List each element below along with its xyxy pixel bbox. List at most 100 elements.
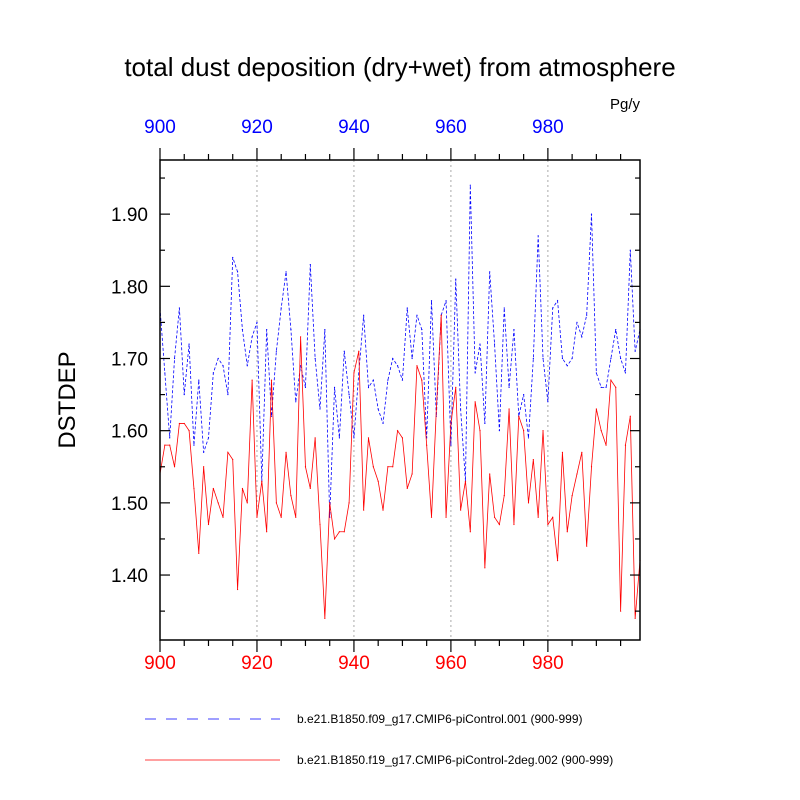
data-point (479, 430, 481, 432)
data-point (353, 437, 355, 439)
data-point (363, 509, 365, 511)
data-point (343, 350, 345, 352)
data-point (188, 343, 190, 345)
data-point (164, 444, 166, 446)
data-point (256, 516, 258, 518)
data-point (358, 350, 360, 352)
data-point (469, 184, 471, 186)
data-point (183, 393, 185, 396)
data-point (440, 314, 442, 316)
y-tick-label: 1.70 (111, 349, 148, 370)
data-point (251, 336, 253, 338)
data-point (338, 437, 340, 439)
data-point (605, 386, 607, 388)
data-point (329, 502, 331, 504)
data-point (207, 523, 210, 526)
series-line-1 (159, 185, 641, 518)
data-point (290, 329, 292, 331)
data-point (300, 365, 302, 367)
data-point (566, 365, 568, 367)
x-tick-label-top: 920 (241, 117, 273, 138)
data-point (203, 466, 205, 468)
chart-title: total dust deposition (dry+wet) from atm… (124, 52, 675, 82)
data-point (532, 458, 534, 461)
data-point (324, 329, 326, 331)
data-point (566, 531, 568, 533)
data-point (474, 372, 476, 374)
y-tick-label: 1.60 (111, 422, 148, 443)
x-tick-label-bottom: 920 (241, 653, 273, 674)
data-point (610, 379, 612, 381)
x-tick-label-top: 940 (338, 117, 370, 138)
data-point (343, 531, 345, 533)
data-point (503, 495, 505, 497)
gridlines (256, 160, 549, 640)
data-point (523, 430, 525, 432)
data-point (232, 256, 234, 259)
data-point (474, 401, 476, 403)
legend-label-2: b.e21.B1850.f19_g17.CMIP6-piControl-2deg… (297, 753, 613, 767)
data-point (620, 357, 622, 360)
data-point (615, 329, 617, 331)
data-point (421, 329, 423, 331)
data-point (484, 567, 486, 569)
data-point (367, 386, 370, 388)
data-point (615, 386, 617, 388)
data-point (309, 487, 311, 490)
data-point (493, 516, 496, 518)
data-point (324, 617, 326, 619)
data-point (280, 516, 282, 518)
data-point (523, 393, 525, 396)
data-point (169, 437, 171, 439)
data-point (377, 480, 379, 482)
data-point (595, 372, 597, 374)
data-point (411, 473, 413, 475)
data-point (285, 271, 287, 273)
data-point (547, 401, 549, 403)
data-point (595, 408, 597, 410)
data-point (217, 502, 219, 504)
data-point (295, 516, 297, 518)
data-point (222, 516, 224, 518)
data-point (212, 487, 214, 490)
data-point (203, 451, 205, 453)
data-point (556, 560, 559, 562)
data-point (401, 437, 404, 439)
data-point (222, 365, 224, 367)
data-point (610, 357, 612, 360)
data-point (392, 357, 394, 360)
data-point (246, 365, 248, 367)
data-point (469, 531, 471, 533)
data-point (367, 437, 370, 439)
data-point (416, 314, 418, 316)
data-point (372, 379, 374, 381)
data-point (207, 437, 210, 439)
data-point (173, 466, 176, 468)
data-point (556, 300, 559, 302)
data-point (173, 357, 176, 360)
data-point (586, 314, 588, 316)
data-point (353, 372, 355, 374)
y-tick-label: 1.50 (111, 494, 148, 515)
data-point (435, 408, 437, 410)
data-point (537, 235, 539, 237)
plot-frame (159, 159, 641, 641)
data-point (493, 343, 496, 345)
data-point (455, 278, 457, 280)
data-point (508, 408, 510, 410)
data-point (314, 357, 316, 360)
data-point (445, 300, 447, 302)
data-point (280, 307, 282, 309)
data-point (455, 386, 457, 388)
data-point (212, 372, 214, 374)
data-point (581, 451, 583, 453)
data-point (314, 437, 316, 439)
data-point (382, 422, 384, 425)
data-point (333, 538, 336, 540)
data-point (377, 408, 379, 410)
data-point (309, 264, 311, 266)
data-point (363, 314, 365, 316)
data-point (193, 487, 195, 490)
data-point (372, 466, 374, 468)
data-point (503, 307, 505, 309)
